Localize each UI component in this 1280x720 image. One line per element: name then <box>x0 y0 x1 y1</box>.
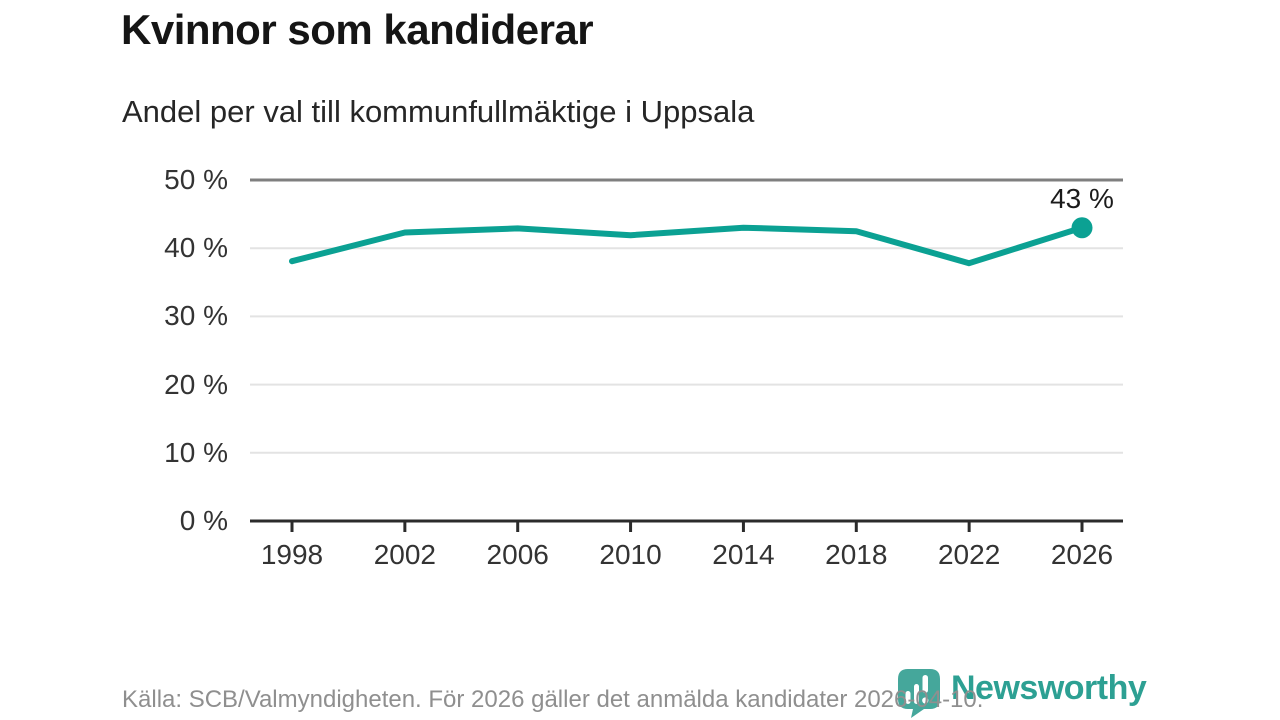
y-tick-label: 30 % <box>164 300 228 332</box>
x-tick-label: 2026 <box>1050 539 1114 570</box>
source-note: Källa: SCB/Valmyndigheten. För 2026 gäll… <box>122 686 984 713</box>
x-tick-label: 2002 <box>373 539 436 570</box>
y-tick-label: 0 % <box>179 505 228 536</box>
y-tick-label: 40 % <box>164 232 228 264</box>
x-tick-label: 1998 <box>260 539 324 570</box>
chart-subtitle: Andel per val till kommunfullmäktige i U… <box>122 94 755 129</box>
newsworthy-logo-text: Newsworthy <box>951 669 1147 707</box>
last-point-value-label: 43 % <box>1050 182 1114 214</box>
page-title: Kvinnor som kandiderar <box>121 6 594 53</box>
last-point-marker <box>1071 217 1093 239</box>
x-tick-label: 2014 <box>712 539 775 570</box>
y-tick-label: 20 % <box>164 368 228 400</box>
trend-line <box>289 224 1085 267</box>
x-tick-label: 2006 <box>486 539 549 570</box>
x-tick-label: 2022 <box>937 539 1001 570</box>
x-tick-label: 2018 <box>825 539 888 570</box>
x-tick-label: 2010 <box>599 539 662 570</box>
y-tick-label: 10 % <box>164 436 228 468</box>
newsworthy-logo: Newsworthy <box>897 668 1147 718</box>
y-tick-label: 50 % <box>164 164 228 195</box>
newsworthy-speech-bubble-chart-icon <box>898 669 940 718</box>
